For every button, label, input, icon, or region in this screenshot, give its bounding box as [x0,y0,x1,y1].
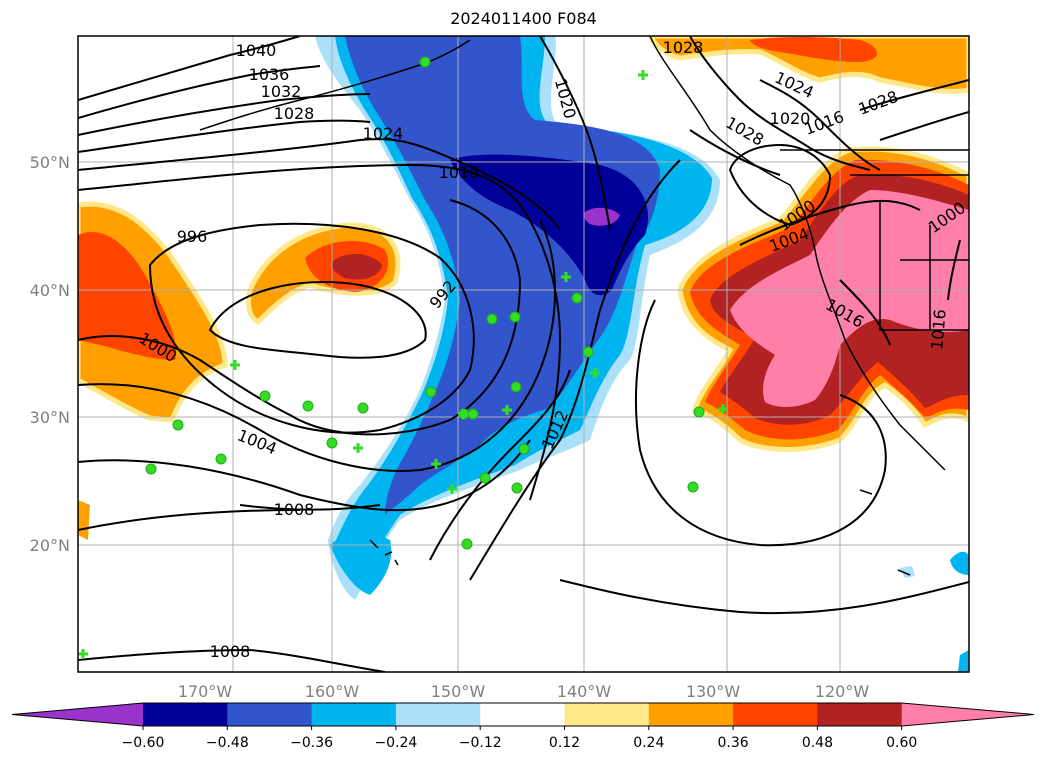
colorbar-segment [395,703,481,726]
negative-anomaly-navy [450,154,648,296]
contour-label-1032: 1032 [261,82,302,101]
positive-anomaly-alaska-core [750,37,877,62]
lat-label-50: 50°N [30,153,70,172]
negative-anomaly-southeast-3 [958,650,969,672]
colorbar-tick-label: −0.60 [122,735,165,751]
lon-label-120w: 120°W [815,682,870,701]
negative-anomaly-southeast [950,551,969,575]
contour-label-1028-north: 1028 [663,38,704,57]
positive-anomaly-alaska [647,36,969,94]
colorbar-tick-label: 0.36 [718,735,749,751]
colorbar-tick-label: −0.36 [290,735,333,751]
lon-label-150w: 150°W [431,682,486,701]
negative-anomaly-blue [345,36,660,515]
colorbar-tick-label: 0.60 [886,735,917,751]
contour-label-1036: 1036 [249,65,290,84]
contour-label-1040: 1040 [236,41,277,60]
contour-label-1028: 1028 [274,104,315,123]
negative-anomaly-tail [330,533,392,595]
station-markers [145,56,705,550]
contour-label-1020-north: 1020 [770,109,811,128]
isobars [78,36,969,672]
lon-label-170w: 170°W [178,682,233,701]
colorbar-tick-label: 0.24 [633,735,664,751]
contour-label-1016: 1016 [439,163,480,182]
colorbar-segment [227,703,313,726]
negative-anomaly-southeast-2 [900,566,915,578]
cross-markers [78,70,728,659]
contour-label-1008: 1008 [274,500,315,519]
negative-anomaly-min [584,207,620,226]
colorbar-segment [564,703,650,726]
coastlines [199,36,969,576]
contour-label-1016-far-east: 1016 [927,308,949,350]
lat-label-40: 40°N [30,281,70,300]
lat-label-20: 20°N [30,536,70,555]
colorbar-tick-label: −0.24 [374,735,417,751]
colorbar-extend-max [901,703,1034,726]
colorbar-segment [311,703,397,726]
colorbar-tick-label: −0.48 [206,735,249,751]
lat-label-30: 30°N [30,408,70,427]
colorbar-tick-label: 0.48 [802,735,833,751]
map-title: 2024011400 F084 [450,9,597,28]
positive-anomaly-central-max [331,254,382,280]
positive-anomaly-left-edge [78,500,90,540]
colorbar-extend-min [12,703,143,726]
colorbar-tick-label: 0.12 [549,735,580,751]
colorbar-segment [817,703,903,726]
longitude-labels: 170°W 160°W 150°W 140°W 130°W 120°W [178,682,870,701]
contour-label-996: 996 [177,227,208,246]
colorbar-segment [733,703,818,726]
contour-label-1008-south: 1008 [210,642,251,661]
map-frame [77,35,970,673]
colorbar-segment [648,703,734,726]
positive-anomaly-east-pink [730,190,969,407]
colorbar-tick-label: −0.12 [459,735,502,751]
latitude-labels: 50°N 40°N 30°N 20°N [30,153,70,555]
colorbar-segment [143,703,228,726]
lon-label-160w: 160°W [305,682,360,701]
gridlines [78,36,969,672]
colorbar-segment [480,703,565,726]
contour-label-1024: 1024 [363,124,404,143]
lon-label-140w: 140°W [557,682,612,701]
positive-anomaly-west-core [78,231,176,360]
lon-label-130w: 130°W [686,682,741,701]
colorbar: −0.60 −0.48 −0.36 −0.24 −0.12 0.12 0.24 0.36 0.4… [11,702,1035,751]
